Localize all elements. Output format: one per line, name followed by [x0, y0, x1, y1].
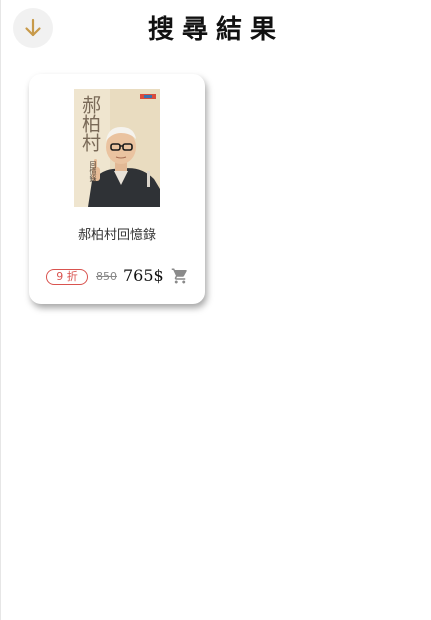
book-title[interactable]: 郝柏村回憶錄 — [77, 228, 156, 243]
page-title: 搜尋結果 — [147, 15, 284, 45]
cover-title-text: 郝柏村 — [79, 95, 101, 152]
back-button[interactable] — [13, 8, 53, 48]
cover-subtitle-text: 回憶錄 — [89, 161, 97, 182]
discount-badge: 9 折 — [46, 269, 88, 285]
sale-price: 765$ — [123, 266, 164, 285]
book-card[interactable]: 郝柏村 回憶錄 郝柏村回憶錄 9 折 850 765$ — [29, 74, 205, 304]
add-to-cart-button[interactable] — [171, 267, 189, 285]
book-cover-image[interactable]: 郝柏村 回憶錄 — [74, 89, 160, 207]
original-price: 850 — [96, 270, 117, 283]
cover-illustration — [74, 89, 160, 207]
cart-icon — [171, 268, 187, 284]
arrow-down-icon — [25, 18, 41, 37]
price-row: 9 折 850 765$ — [46, 266, 196, 288]
